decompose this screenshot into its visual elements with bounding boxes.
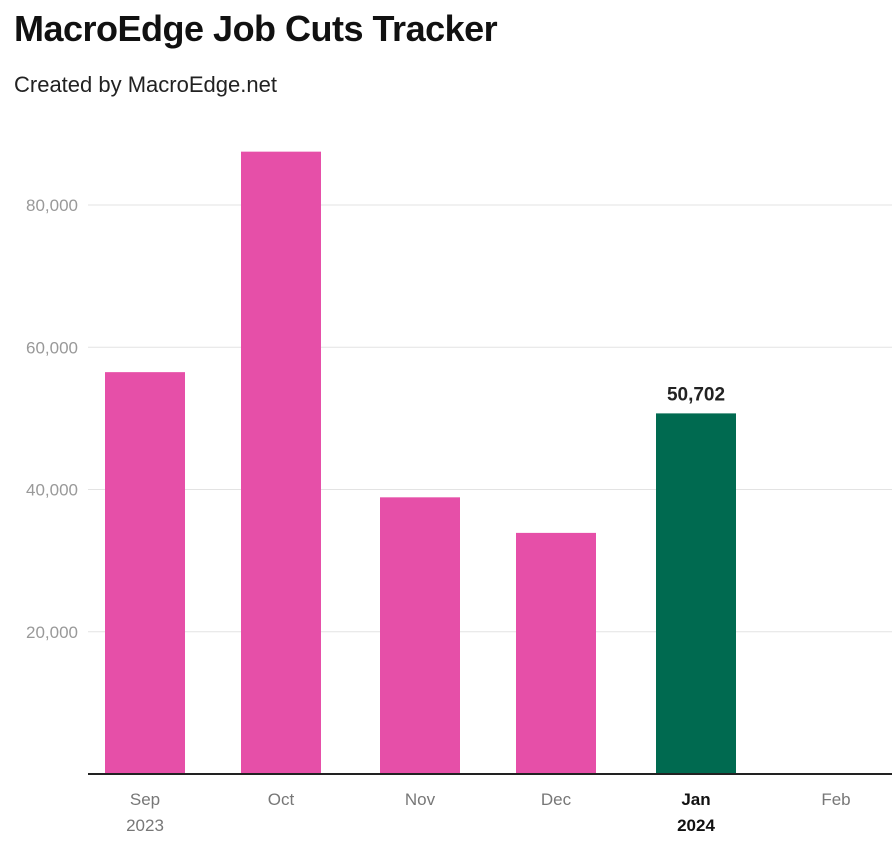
x-tick-label: 2023 <box>126 816 164 835</box>
x-tick-label: Sep <box>130 790 160 809</box>
y-tick-label: 40,000 <box>26 481 78 500</box>
chart-title: MacroEdge Job Cuts Tracker <box>14 8 498 49</box>
y-tick-label: 20,000 <box>26 623 78 642</box>
chart-subtitle: Created by MacroEdge.net <box>14 72 277 97</box>
labels: 20,000 40,000 60,000 80,000 Sep 2023 Oct Nov Dec… <box>26 196 851 835</box>
y-tick-label: 60,000 <box>26 338 78 357</box>
bars <box>105 151 736 774</box>
x-tick-label: Jan <box>681 790 710 809</box>
x-tick-label: Dec <box>541 790 572 809</box>
bar-3 <box>516 532 596 774</box>
x-tick-label: Nov <box>405 790 436 809</box>
x-tick-label: 2024 <box>677 816 715 835</box>
bar-4 <box>656 413 736 774</box>
y-tick-label: 80,000 <box>26 196 78 215</box>
gridlines <box>88 204 892 633</box>
bar-1 <box>241 151 321 774</box>
data-label: 50,702 <box>667 384 725 405</box>
bar-2 <box>380 497 460 774</box>
x-tick-label: Oct <box>268 790 295 809</box>
bar-0 <box>105 372 185 774</box>
x-tick-label: Feb <box>821 790 850 809</box>
